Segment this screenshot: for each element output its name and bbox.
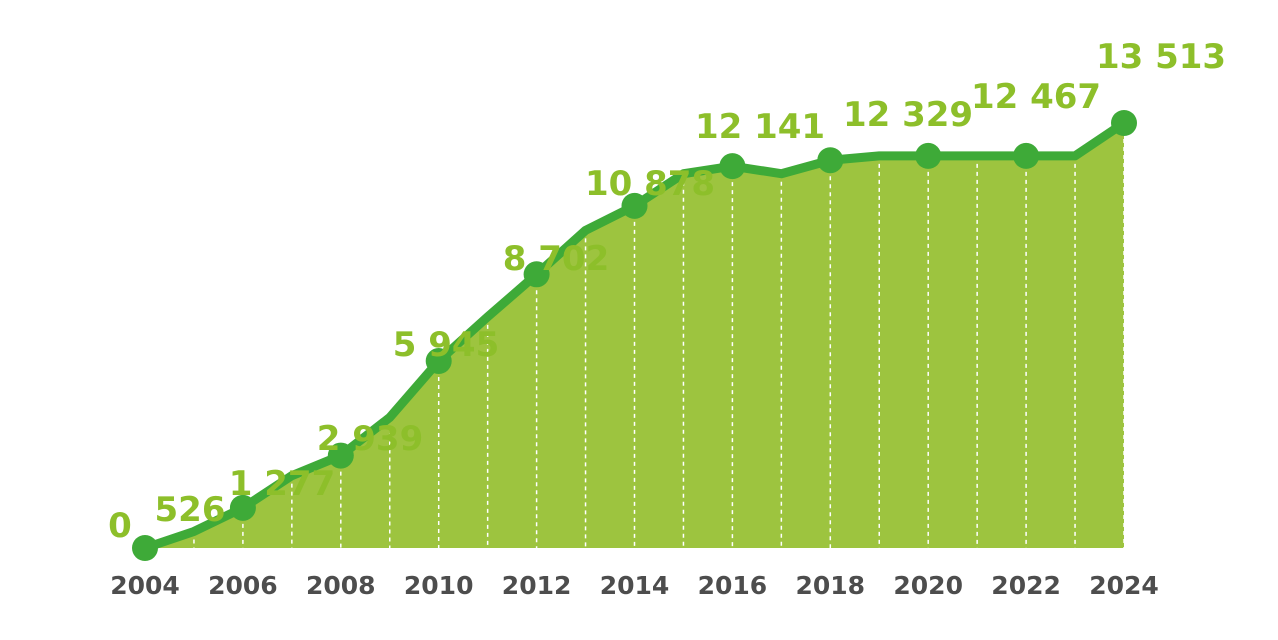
data-point-marker — [817, 147, 844, 174]
data-point-marker — [327, 442, 354, 469]
data-label: 1 277 — [229, 464, 335, 504]
data-point-marker — [1013, 142, 1040, 169]
data-point-marker — [719, 153, 746, 180]
data-point-marker — [915, 142, 942, 169]
vertical-gridlines — [193, 131, 1125, 548]
data-label: 2 939 — [317, 419, 423, 459]
x-tick-label: 2024 — [1089, 571, 1159, 600]
data-point-marker — [1111, 110, 1137, 136]
data-point-marker — [523, 261, 550, 288]
x-tick-label: 2012 — [502, 571, 572, 600]
data-point-marker — [132, 535, 158, 561]
x-tick-label: 2020 — [893, 571, 963, 600]
data-label: 13 513 — [1096, 37, 1226, 77]
data-label: 8 702 — [503, 239, 609, 279]
x-axis-tick-labels: 2004 2006 2008 2010 2012 2014 2016 2018 2020 2022… — [110, 571, 1159, 600]
x-tick-label: 2016 — [698, 571, 768, 600]
x-tick-label: 2018 — [796, 571, 866, 600]
data-label: 10 878 — [585, 164, 715, 204]
data-point-marker — [425, 348, 452, 375]
data-label: 5 945 — [393, 325, 499, 365]
x-tick-label: 2008 — [306, 571, 376, 600]
x-tick-label: 2010 — [404, 571, 474, 600]
x-tick-label: 2006 — [208, 571, 278, 600]
data-point-marker — [229, 494, 256, 521]
data-label: 526 — [155, 490, 226, 530]
data-label: 12 329 — [843, 95, 973, 135]
x-tick-label: 2022 — [991, 571, 1061, 600]
data-label: 12 141 — [695, 107, 825, 147]
x-tick-label: 2004 — [110, 571, 180, 600]
data-label: 12 467 — [971, 77, 1101, 117]
data-label: 0 — [108, 506, 132, 546]
data-markers — [132, 110, 1137, 561]
x-tick-label: 2014 — [600, 571, 670, 600]
data-point-marker — [621, 192, 648, 219]
